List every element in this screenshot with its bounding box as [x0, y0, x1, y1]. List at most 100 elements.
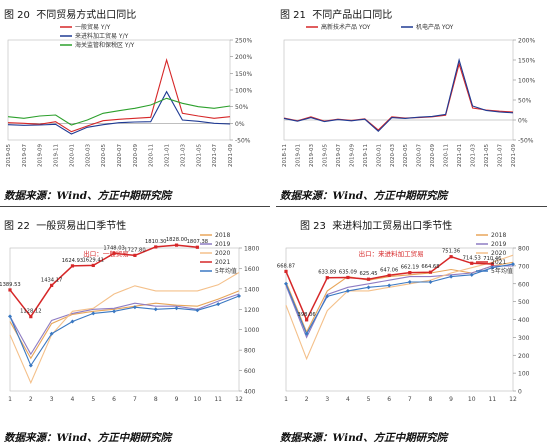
x-tick-label: 2020-03	[390, 144, 396, 167]
x-tick-label: 2020-07	[117, 144, 123, 167]
series-point	[154, 245, 158, 249]
x-tick-label: 2019-05	[322, 144, 328, 167]
data-label: 1810.30	[145, 239, 166, 245]
fig22-source: 数据来源：Wind、方正中期研究院	[4, 432, 172, 444]
fig20-title: 图 20 不同贸易方式出口同比	[4, 6, 136, 21]
y-tick-label: 50%	[235, 104, 249, 111]
x-tick-label: 2020-07	[417, 144, 423, 167]
series-line-4	[9, 295, 240, 367]
data-label: 662.19	[401, 265, 419, 271]
series-point	[469, 272, 474, 277]
x-tick-label: 2020-11	[444, 144, 450, 167]
series-line-4	[285, 263, 514, 336]
fig23-caption: 来进料加工贸易出口季节性	[332, 221, 453, 232]
series-point	[153, 307, 158, 312]
data-label: 398.06	[298, 312, 316, 318]
x-tick-label: 2020-01	[69, 144, 75, 167]
y-tick-label: 400	[244, 389, 256, 396]
y-tick-label: 100%	[235, 88, 252, 95]
y-tick-label: 0	[518, 389, 522, 396]
x-tick-label: 2021-09	[511, 144, 517, 167]
fig22-label: 图 22	[4, 221, 30, 232]
series-point	[174, 243, 179, 247]
x-tick-label: 2020-11	[149, 144, 155, 167]
x-tick-label: 2020-09	[430, 144, 436, 167]
y-tick-label: 0%	[235, 121, 245, 128]
x-tick-label: 1	[8, 396, 12, 403]
legend-label: 2018	[491, 232, 506, 239]
series-point	[408, 271, 412, 275]
x-tick-label: 2018-11	[282, 144, 288, 167]
legend-label: 2021	[491, 259, 506, 266]
x-tick-label: 10	[468, 396, 476, 403]
x-tick-label: 2021-05	[196, 144, 202, 167]
data-label: 710.46	[483, 256, 501, 262]
data-label: 664.68	[421, 264, 439, 270]
y-tick-label: 200%	[518, 38, 535, 45]
series-point	[112, 251, 116, 255]
y-tick-label: 150%	[235, 71, 252, 78]
divider-right-top	[276, 206, 547, 207]
x-tick-label: 2019-07	[336, 144, 342, 167]
series-point	[284, 281, 288, 286]
y-tick-label: 700	[518, 263, 530, 270]
y-tick-label: 1400	[244, 286, 259, 293]
legend-label: 2019	[491, 241, 506, 248]
legend-label: 2020	[491, 250, 506, 257]
series-point	[511, 262, 515, 267]
data-label: 1389.53	[0, 282, 21, 288]
series-line-1	[7, 90, 231, 135]
fig23-title: 图 23 来进料加工贸易出口季节性	[300, 217, 452, 232]
divider-left-top	[0, 206, 270, 207]
series-point	[470, 261, 474, 265]
series-point	[449, 274, 454, 279]
x-tick-label: 10	[194, 396, 202, 403]
series-point	[112, 309, 117, 314]
chart-fig20: 250% 200% 150% 100% 50% 0% -50% 2019-05 2019-07 2…	[6, 23, 252, 167]
series-point	[346, 275, 350, 280]
series-line-0	[9, 290, 240, 360]
y-tick-label: 400	[518, 317, 530, 324]
x-tick-label: 2019-07	[22, 144, 28, 167]
x-tick-label: 2020-09	[133, 144, 139, 167]
legend-label: 2020	[215, 250, 230, 257]
x-tick-label: 6	[112, 396, 116, 403]
legend-label: 机电产品 YOY	[416, 23, 454, 31]
fig21-caption: 不同产品出口同比	[312, 10, 393, 21]
legend-label: 一般贸易 Y/Y	[75, 23, 111, 31]
x-tick-label: 2021-01	[457, 144, 463, 167]
series-point	[50, 283, 54, 287]
y-tick-label: 800	[518, 246, 530, 253]
data-label: 625.45	[359, 271, 377, 277]
y-tick-label: 200	[518, 353, 530, 360]
y-tick-label: -50%	[235, 138, 251, 145]
y-tick-label: 100%	[518, 78, 535, 85]
x-tick-label: 2020-05	[101, 144, 107, 167]
fig20-caption: 不同贸易方式出口同比	[36, 10, 137, 21]
series-point	[305, 318, 309, 322]
x-tick-label: 2021-01	[165, 144, 171, 167]
series-point	[387, 273, 391, 277]
series-point	[325, 294, 330, 299]
chart-fig21: 200% 150% 100% 50% 0% -50% 2018-11 2019-01 2019-…	[282, 23, 535, 167]
x-tick-label: 4	[71, 396, 75, 403]
x-tick-label: 2021-09	[228, 144, 234, 167]
series-point	[237, 294, 241, 299]
x-tick-label: 2019-09	[38, 144, 44, 167]
data-label: 1128.12	[20, 309, 41, 315]
x-tick-label: 2021-07	[498, 144, 504, 167]
series-point	[8, 288, 12, 292]
y-tick-label: 0%	[518, 118, 528, 125]
legend-label: 来进料加工贸易 Y/Y	[75, 32, 129, 40]
data-label: 1828.00	[166, 237, 187, 243]
data-label: 751.36	[442, 249, 460, 255]
x-tick-label: 5	[91, 396, 95, 403]
x-tick-label: 11	[489, 396, 497, 403]
fig21-source: 数据来源：Wind、方正中期研究院	[280, 190, 448, 202]
y-tick-label: 250%	[235, 38, 252, 45]
series-line-0	[7, 58, 231, 133]
y-tick-label: 300	[518, 335, 530, 342]
series-point	[132, 305, 137, 310]
x-tick-label: 2019-03	[309, 144, 315, 167]
